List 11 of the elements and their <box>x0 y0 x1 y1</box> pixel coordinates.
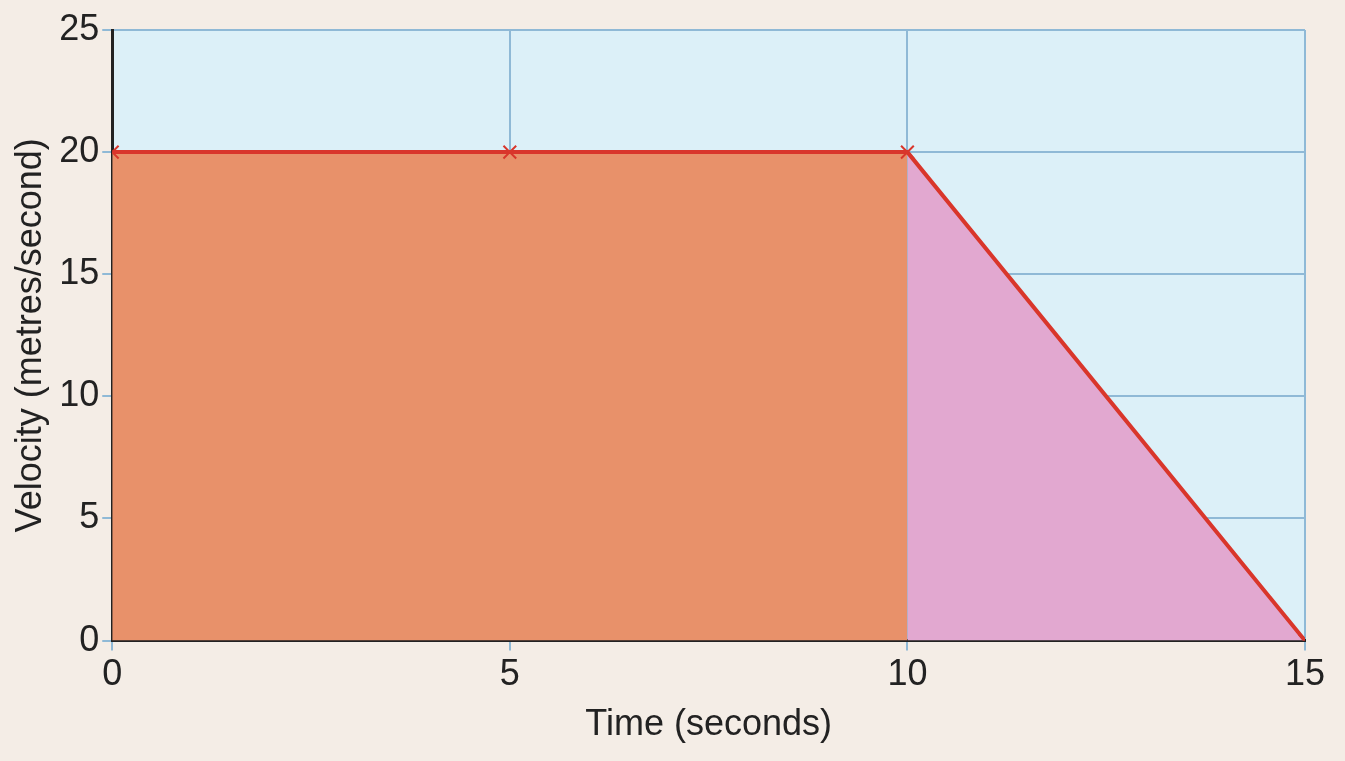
y-tick-label: 20 <box>59 129 100 171</box>
x-tick-label: 10 <box>887 652 928 694</box>
y-tick-label: 25 <box>59 6 100 48</box>
y-axis-title: Velocity (metres/second) <box>7 138 49 533</box>
x-tick-label: 5 <box>499 652 520 694</box>
y-tick-label: 15 <box>59 251 100 293</box>
x-axis-title: Time (seconds) <box>585 702 832 744</box>
x-tick-label: 15 <box>1284 652 1326 694</box>
y-tick-label: 5 <box>79 495 100 537</box>
y-tick-label: 0 <box>79 617 100 659</box>
y-tick-label: 10 <box>59 373 100 415</box>
